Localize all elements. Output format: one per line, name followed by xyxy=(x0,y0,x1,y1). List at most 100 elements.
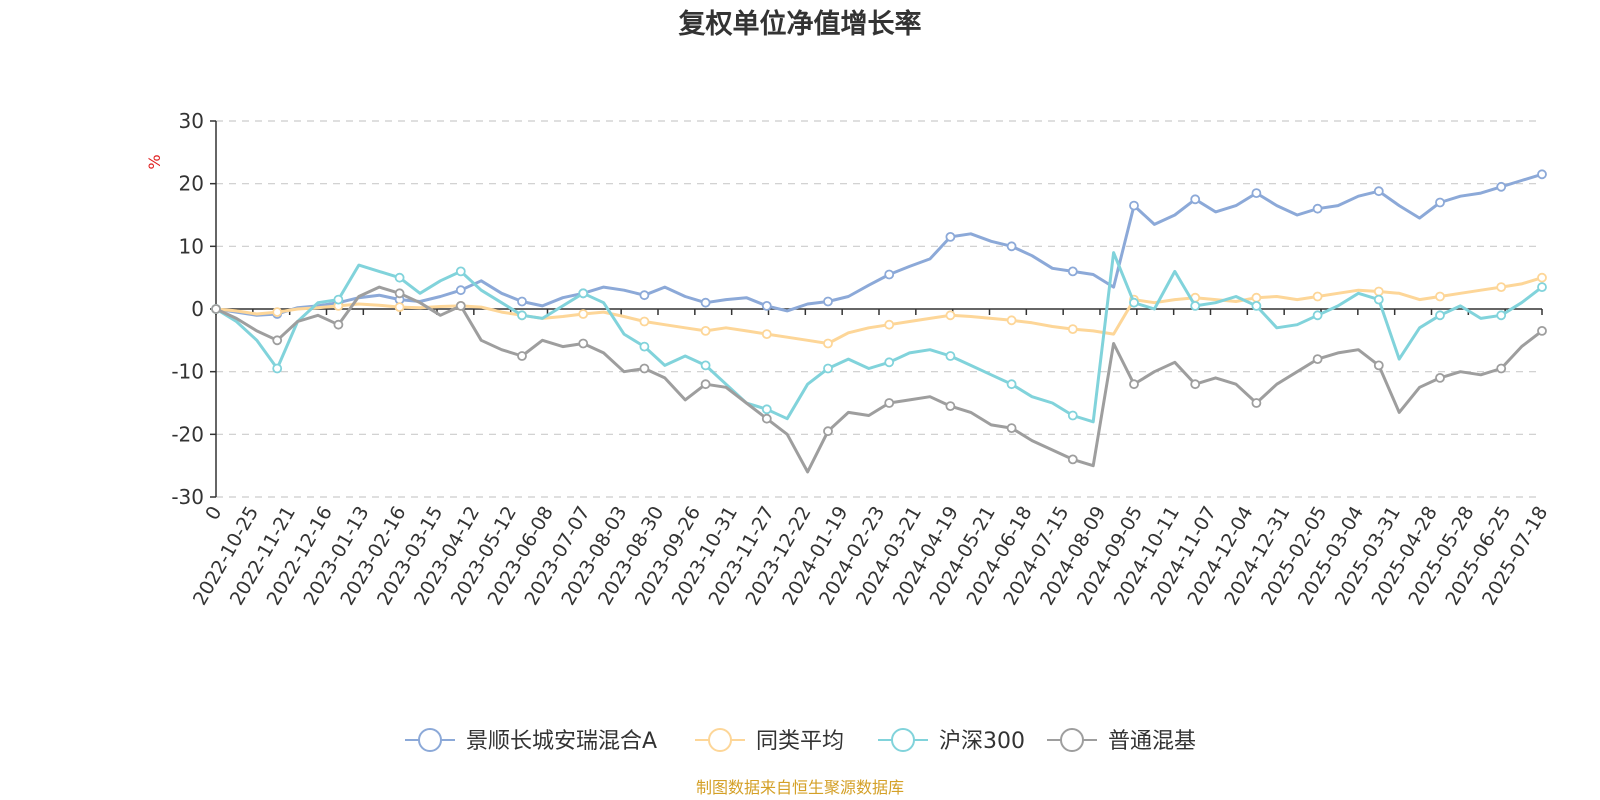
y-tick-label: 30 xyxy=(179,109,204,133)
data-point xyxy=(1251,292,1262,303)
data-point xyxy=(1537,272,1547,283)
data-point xyxy=(211,304,221,314)
data-point xyxy=(1129,297,1139,308)
data-point xyxy=(1312,354,1323,365)
data-point xyxy=(1006,423,1017,434)
legend-marker xyxy=(708,728,732,752)
data-point xyxy=(700,297,711,308)
data-point xyxy=(578,309,589,319)
data-point xyxy=(823,338,833,349)
data-point xyxy=(1312,310,1323,321)
data-point xyxy=(1537,169,1547,180)
grid-lines xyxy=(216,120,1542,498)
data-point xyxy=(394,302,405,313)
data-point xyxy=(1435,197,1445,208)
data-point xyxy=(884,269,895,280)
y-tick-label: -10 xyxy=(171,360,204,384)
source-note: 制图数据来自恒生聚源数据库 xyxy=(696,778,904,797)
data-point xyxy=(1251,300,1262,311)
data-point xyxy=(700,360,711,371)
series-line xyxy=(214,251,1544,424)
data-point xyxy=(761,413,772,424)
x-tick-label: 0 xyxy=(201,503,226,524)
data-point xyxy=(1251,398,1262,408)
data-point xyxy=(272,307,283,318)
data-point xyxy=(1190,300,1201,311)
y-tick-label: -30 xyxy=(171,485,204,509)
data-point xyxy=(700,325,711,336)
y-tick-label: 20 xyxy=(179,172,204,196)
data-point xyxy=(1067,266,1078,277)
legend-item-2[interactable]: 同类平均 xyxy=(695,728,844,754)
data-point xyxy=(394,288,405,299)
series-3 xyxy=(211,251,1547,424)
data-point xyxy=(1067,454,1078,465)
legend: 景顺长城安瑞混合A 同类平均 沪深300 普通混基 xyxy=(405,728,1196,754)
data-point xyxy=(1373,186,1384,197)
data-point xyxy=(1373,286,1384,297)
data-point xyxy=(761,329,772,340)
legend-item-1[interactable]: 景顺长城安瑞混合A xyxy=(405,728,657,754)
data-point xyxy=(945,401,956,412)
y-tick-label: 0 xyxy=(191,297,204,321)
legend-label: 沪深300 xyxy=(939,729,1025,754)
data-point xyxy=(945,231,956,242)
data-point xyxy=(761,300,772,311)
data-point xyxy=(1006,241,1017,252)
data-point xyxy=(1312,291,1323,302)
data-point xyxy=(1251,188,1262,199)
data-point xyxy=(455,266,466,277)
data-point xyxy=(639,363,650,374)
data-point xyxy=(1435,372,1445,383)
data-point xyxy=(1373,294,1384,305)
legend-item-4[interactable]: 普通混基 xyxy=(1047,728,1196,754)
data-point xyxy=(1435,291,1445,302)
data-point xyxy=(1190,379,1201,390)
data-point xyxy=(884,398,895,408)
data-point xyxy=(394,272,405,283)
data-point xyxy=(761,404,772,415)
data-point xyxy=(333,294,344,305)
data-point xyxy=(455,300,466,311)
data-point xyxy=(1537,325,1547,336)
data-point xyxy=(333,319,344,330)
data-point xyxy=(1129,200,1139,211)
data-point xyxy=(272,363,283,374)
data-point xyxy=(1496,310,1507,321)
data-point xyxy=(1129,379,1139,390)
series-4 xyxy=(211,285,1547,474)
data-point xyxy=(1537,282,1547,293)
data-point xyxy=(1496,282,1507,293)
data-point xyxy=(1067,410,1078,421)
series-1 xyxy=(211,169,1547,319)
data-point xyxy=(884,357,895,368)
data-point xyxy=(823,296,833,307)
legend-label: 普通混基 xyxy=(1108,729,1196,754)
data-point xyxy=(1496,181,1507,192)
y-tick-label: 10 xyxy=(179,234,204,258)
data-point xyxy=(517,296,527,307)
data-point xyxy=(1006,315,1017,326)
data-point xyxy=(1067,324,1078,335)
chart-title: 复权单位净值增长率 xyxy=(679,8,922,40)
data-point xyxy=(455,285,466,296)
data-point xyxy=(517,310,527,321)
data-point xyxy=(1006,379,1017,390)
data-point xyxy=(945,351,956,361)
data-point xyxy=(1312,203,1323,214)
legend-marker xyxy=(1060,728,1084,752)
legend-label: 景顺长城安瑞混合A xyxy=(466,729,657,754)
data-point xyxy=(823,363,833,374)
data-point xyxy=(578,288,589,299)
legend-marker xyxy=(418,728,442,752)
y-tick-label: -20 xyxy=(171,422,204,446)
data-point xyxy=(639,316,650,327)
data-point xyxy=(1496,363,1507,374)
data-point xyxy=(945,310,956,321)
legend-item-3[interactable]: 沪深300 xyxy=(878,728,1025,754)
data-point xyxy=(517,351,527,361)
data-point xyxy=(1190,194,1201,205)
data-point xyxy=(578,338,589,349)
data-point xyxy=(639,341,650,352)
